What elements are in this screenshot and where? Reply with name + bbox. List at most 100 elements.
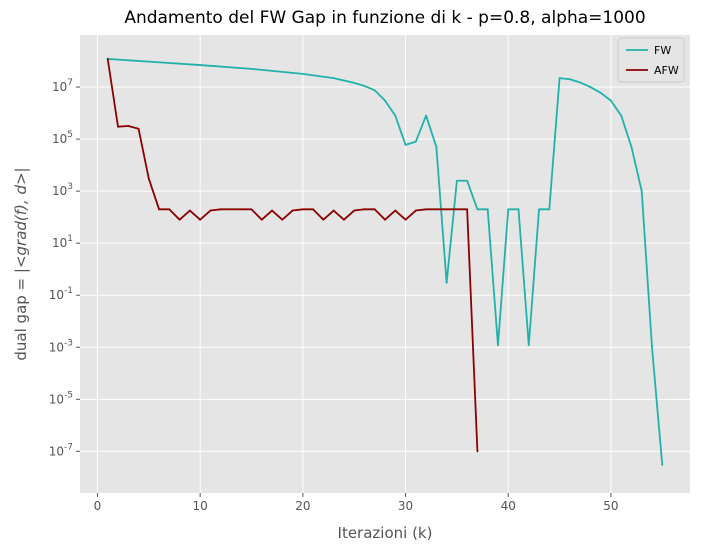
y-tick-label: 107 bbox=[52, 78, 73, 94]
data-point-afw bbox=[384, 218, 386, 221]
data-point-fw bbox=[384, 99, 386, 102]
data-point-afw bbox=[363, 208, 366, 211]
data-point-fw bbox=[497, 344, 499, 347]
y-tick-label: 101 bbox=[52, 234, 73, 250]
data-point-afw bbox=[168, 208, 171, 211]
data-point-afw bbox=[414, 209, 417, 212]
data-point-fw bbox=[507, 208, 510, 211]
data-point-fw bbox=[199, 64, 202, 66]
data-point-fw bbox=[147, 60, 150, 63]
legend-box bbox=[617, 37, 685, 83]
data-point-fw bbox=[599, 91, 602, 94]
y-tick-label: 10-5 bbox=[49, 390, 73, 406]
y-axis-label-math: <grad(f), d> bbox=[12, 172, 30, 268]
data-point-fw bbox=[651, 346, 653, 349]
data-point-afw bbox=[332, 209, 335, 212]
data-point-afw bbox=[445, 208, 448, 211]
data-point-fw bbox=[661, 464, 664, 466]
data-point-fw bbox=[486, 208, 489, 211]
data-point-afw bbox=[117, 125, 119, 128]
data-point-afw bbox=[178, 218, 181, 221]
data-point-afw bbox=[322, 218, 325, 221]
x-axis-ticks: 0 10 20 30 40 50 bbox=[94, 493, 619, 513]
data-point-afw bbox=[291, 209, 294, 212]
data-point-fw bbox=[630, 146, 633, 148]
data-point-afw bbox=[476, 450, 479, 453]
x-axis-label: Iterazioni (k) bbox=[338, 524, 433, 542]
data-point-fw bbox=[610, 99, 612, 102]
data-point-fw bbox=[404, 143, 407, 146]
data-point-fw bbox=[548, 208, 551, 211]
data-point-fw bbox=[445, 281, 448, 284]
data-point-afw bbox=[281, 218, 284, 221]
y-axis-label-suffix: | bbox=[12, 167, 30, 172]
data-point-afw bbox=[455, 208, 458, 211]
data-point-fw bbox=[250, 67, 253, 70]
data-point-afw bbox=[219, 208, 222, 211]
y-tick-label: 105 bbox=[52, 130, 73, 146]
data-point-fw bbox=[455, 179, 458, 182]
data-point-fw bbox=[353, 81, 356, 84]
x-tick-label: 30 bbox=[398, 499, 413, 513]
data-point-afw bbox=[240, 208, 243, 211]
data-point-afw bbox=[147, 177, 150, 180]
data-point-afw bbox=[394, 209, 397, 212]
data-point-afw bbox=[343, 218, 345, 221]
data-point-fw bbox=[527, 344, 530, 347]
chart-title: Andamento del FW Gap in funzione di k - … bbox=[124, 8, 645, 28]
data-point-fw bbox=[517, 208, 520, 211]
data-point-afw bbox=[209, 209, 212, 212]
data-point-afw bbox=[373, 208, 376, 211]
legend-label-fw: FW bbox=[654, 44, 671, 57]
data-point-fw bbox=[589, 86, 592, 88]
data-point-afw bbox=[127, 125, 130, 127]
data-point-afw bbox=[260, 218, 263, 221]
data-point-fw bbox=[373, 89, 376, 92]
data-point-fw bbox=[640, 190, 643, 193]
y-tick-label: 103 bbox=[52, 182, 73, 198]
data-point-fw bbox=[435, 146, 438, 148]
data-point-afw bbox=[435, 208, 438, 211]
data-point-afw bbox=[466, 208, 469, 211]
data-point-afw bbox=[158, 208, 160, 211]
data-point-fw bbox=[414, 140, 417, 143]
data-point-afw bbox=[199, 218, 202, 221]
data-point-fw bbox=[568, 78, 571, 81]
data-point-fw bbox=[466, 179, 469, 182]
data-point-afw bbox=[188, 209, 191, 212]
data-point-fw bbox=[579, 81, 582, 84]
x-tick-label: 0 bbox=[94, 499, 102, 513]
series-group bbox=[106, 58, 664, 466]
data-point-afw bbox=[250, 208, 253, 211]
data-point-fw bbox=[620, 114, 623, 117]
data-point-afw bbox=[312, 208, 315, 211]
data-point-afw bbox=[106, 58, 109, 60]
y-axis-ticks: 10-7 10-5 10-3 10-1 101 103 105 107 bbox=[49, 78, 80, 458]
data-point-afw bbox=[301, 208, 304, 211]
data-point-fw bbox=[332, 77, 335, 80]
data-point-fw bbox=[394, 114, 397, 117]
y-axis-label: dual gap = |<grad(f), d>| bbox=[12, 167, 30, 360]
x-tick-label: 20 bbox=[295, 499, 310, 513]
plot-background bbox=[80, 35, 690, 493]
data-point-afw bbox=[137, 127, 140, 130]
data-point-fw bbox=[538, 208, 540, 211]
y-axis-label-prefix: dual gap = | bbox=[12, 268, 30, 361]
legend-label-afw: AFW bbox=[654, 64, 679, 77]
data-point-afw bbox=[404, 218, 407, 221]
data-point-fw bbox=[301, 73, 304, 75]
data-point-afw bbox=[353, 209, 356, 212]
data-point-fw bbox=[363, 85, 366, 87]
x-tick-label: 10 bbox=[193, 499, 208, 513]
y-tick-label: 10-7 bbox=[49, 442, 73, 458]
data-point-fw bbox=[425, 114, 427, 117]
data-point-afw bbox=[425, 208, 427, 211]
data-point-afw bbox=[271, 209, 273, 212]
data-point-fw bbox=[476, 208, 479, 211]
legend: FW AFW bbox=[617, 37, 685, 83]
y-tick-label: 10-3 bbox=[49, 338, 73, 354]
x-tick-label: 40 bbox=[501, 499, 516, 513]
x-tick-label: 50 bbox=[603, 499, 618, 513]
data-point-afw bbox=[230, 208, 232, 211]
